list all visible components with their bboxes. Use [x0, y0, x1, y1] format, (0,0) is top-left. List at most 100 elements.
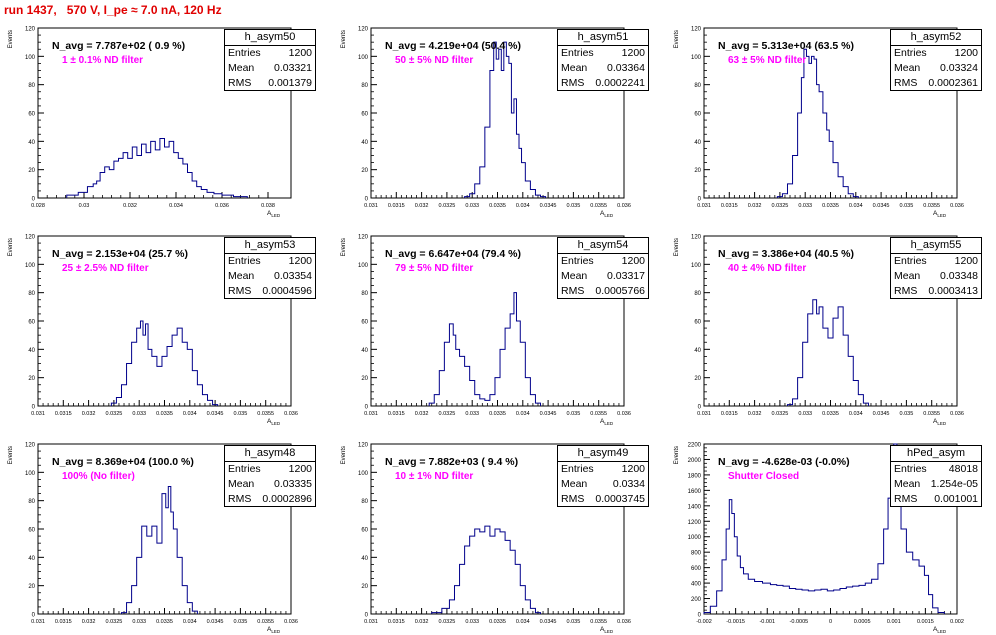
y-tick-label: 100	[25, 55, 36, 61]
stats-value: 0.03354	[274, 270, 312, 282]
histogram-bin	[183, 164, 188, 198]
histogram-bin	[808, 314, 813, 406]
histogram-bin	[821, 589, 827, 614]
histogram-bin	[511, 113, 514, 198]
stats-row-rms: RMS 0.0002361	[891, 76, 981, 91]
x-tick-label: 0.0355	[257, 411, 274, 417]
x-tick-label: 0.031	[697, 411, 711, 417]
histogram-name: h_asym54	[558, 238, 648, 254]
histogram-bin	[843, 335, 848, 406]
x-tick-label: 0.0335	[156, 411, 173, 417]
x-tick-label: 0.0325	[438, 203, 455, 209]
y-tick-label: 60	[361, 112, 368, 118]
y-tick-label: 800	[691, 551, 702, 557]
stats-key: RMS	[894, 77, 918, 89]
stats-key: Mean	[228, 62, 255, 74]
x-tick-label: 0.001	[887, 619, 901, 625]
y-tick-label: 120	[691, 235, 702, 241]
y-tick-label: 100	[691, 55, 702, 61]
stats-box: hPed_asym Entries 48018 Mean 1.254e-05 RMS 0.0…	[890, 445, 982, 507]
histogram-bin	[829, 141, 833, 198]
y-tick-label: 40	[28, 556, 35, 562]
stats-key: Entries	[228, 255, 261, 267]
histogram-bin	[174, 153, 179, 198]
y-tick-label: 120	[358, 235, 369, 241]
x-tick-label: 0.0355	[590, 203, 607, 209]
histogram-plot: 0 20 40 60 80 100 120 0.031 0.0315 0.032 0.0325 0.0…	[341, 235, 631, 427]
y-axis-label: Events	[341, 30, 347, 48]
y-axis-label: Events	[674, 238, 680, 256]
stats-key: Entries	[894, 47, 927, 59]
stats-row-rms: RMS 0.001001	[891, 492, 981, 507]
histogram-bin	[833, 318, 838, 406]
histogram-bin	[197, 187, 202, 198]
stats-value: 0.0334	[612, 478, 645, 490]
y-tick-label: 100	[358, 471, 369, 477]
navg-label: N_avg = 7.882e+03 ( 9.4 %)	[385, 456, 519, 468]
stats-row-mean: Mean 0.03348	[891, 269, 981, 284]
histogram-bin	[157, 543, 162, 614]
x-tick-label: 0.033	[798, 411, 812, 417]
stats-value: 1200	[288, 255, 312, 267]
y-tick-label: 1800	[688, 473, 702, 479]
histogram-bin	[449, 324, 453, 406]
histogram-bin	[157, 366, 162, 406]
histogram-bin	[833, 163, 838, 198]
navg-label: N_avg = 7.787e+02 ( 0.9 %)	[52, 40, 186, 52]
histogram-bin	[119, 158, 124, 198]
stats-box: h_asym52 Entries 1200 Mean 0.03324 RMS 0.00023…	[890, 29, 982, 91]
y-tick-label: 60	[28, 320, 35, 326]
x-tick-label: 0.0325	[105, 619, 122, 625]
stats-key: Entries	[561, 47, 594, 59]
y-tick-label: 1200	[688, 520, 702, 526]
y-tick-label: 120	[25, 443, 36, 449]
histogram-bin	[160, 139, 165, 199]
histogram-bin	[444, 342, 449, 406]
histogram-bin	[132, 342, 137, 406]
x-tick-label: 0.0355	[257, 619, 274, 625]
histogram-bin	[167, 347, 172, 407]
x-axis-label: ALED	[933, 626, 947, 634]
histogram-bin	[177, 328, 182, 406]
stats-value: 1200	[621, 47, 645, 59]
y-tick-label: 60	[361, 320, 368, 326]
stats-row-mean: Mean 0.0334	[558, 477, 648, 492]
stats-value: 1200	[621, 463, 645, 475]
x-tick-label: 0.0355	[923, 411, 940, 417]
x-tick-label: 0.0345	[540, 619, 557, 625]
histogram-outline	[120, 486, 198, 614]
stats-row-entries: Entries 1200	[891, 254, 981, 269]
y-tick-label: 20	[361, 168, 368, 174]
y-tick-label: 2200	[688, 443, 702, 449]
x-tick-label: 0.032	[123, 203, 137, 209]
stats-key: Entries	[894, 255, 927, 267]
filter-label: 100% (No filter)	[62, 471, 135, 482]
histogram-outline	[110, 320, 219, 406]
histogram-bin	[770, 585, 776, 614]
histogram-bin	[834, 590, 840, 614]
x-axis-label: ALED	[600, 626, 614, 634]
histogram-plot: 0 20 40 60 80 100 120 0.031 0.0315 0.032 0.0325 0.0…	[674, 27, 964, 219]
x-tick-label: 0.0315	[55, 411, 72, 417]
filter-label: 40 ± 4% ND filter	[728, 263, 807, 274]
y-tick-label: 80	[361, 499, 368, 505]
filter-label: 1 ± 0.1% ND filter	[62, 55, 144, 66]
stats-key: Mean	[894, 62, 921, 74]
histogram-bin	[840, 589, 846, 615]
histogram-bin	[933, 608, 938, 614]
y-tick-label: 80	[28, 291, 35, 297]
filter-label: Shutter Closed	[728, 471, 800, 482]
x-tick-label: 0.031	[31, 411, 45, 417]
stats-value: 0.03348	[940, 270, 978, 282]
histogram-bin	[777, 585, 783, 614]
histogram-bin	[87, 187, 93, 198]
x-tick-label: 0.0315	[388, 619, 405, 625]
histogram-bars	[67, 139, 248, 199]
histogram-bin	[109, 170, 114, 198]
histogram-outline	[776, 48, 859, 198]
histogram-panel: 0 20 40 60 80 100 120 0.031 0.0315 0.032 0.0325 0.0…	[666, 14, 996, 219]
histogram-bin	[173, 529, 177, 614]
x-tick-label: 0.035	[234, 619, 248, 625]
histogram-outline	[703, 443, 945, 614]
filter-label: 25 ± 2.5% ND filter	[62, 263, 149, 274]
